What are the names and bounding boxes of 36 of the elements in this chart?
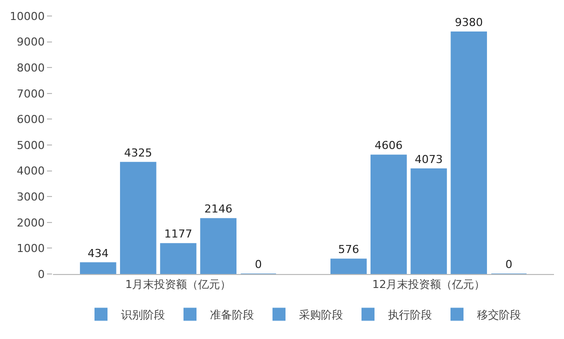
data-label: 4606 [374,139,403,152]
legend-label: 识别阶段 [121,308,165,322]
legend-label: 采购阶段 [299,308,343,322]
y-tick-label: 4000 [16,164,45,178]
bar [450,32,487,274]
bar [80,262,116,274]
data-label: 1177 [164,228,192,241]
y-tick-label: 0 [38,268,45,281]
y-tick-label: 6000 [16,113,45,126]
y-tick-label: 10000 [10,10,45,23]
y-tick-label: 8000 [16,61,45,74]
data-label: 4073 [414,152,443,166]
bar [370,154,407,274]
y-tick-label: 5000 [16,138,45,152]
bar [330,258,367,274]
data-label: 576 [338,243,360,256]
bar [410,168,447,274]
data-label: 2146 [204,202,232,216]
y-tick-label: 2000 [16,216,45,230]
bar [160,243,196,274]
data-label: 434 [88,246,109,260]
data-label: 0 [505,258,512,271]
x-tick-label: 1月末投资额（亿元） [125,278,232,292]
y-tick-label: 3000 [16,190,45,204]
legend-label: 移交阶段 [477,308,521,322]
data-label: 0 [254,258,262,271]
bar [200,218,236,274]
y-tick-label: 1000 [16,242,45,256]
legend-label: 执行阶段 [388,308,432,322]
legend-label: 准备阶段 [210,308,254,322]
data-label: 9380 [454,16,483,29]
bar [120,162,156,274]
x-tick-label: 12月末投资额（亿元） [372,278,486,292]
data-label: 4325 [124,146,152,160]
y-tick-label: 7000 [16,87,45,100]
y-tick-label: 9000 [16,36,45,49]
